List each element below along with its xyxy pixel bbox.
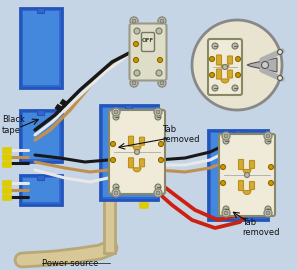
- Circle shape: [158, 17, 166, 25]
- FancyBboxPatch shape: [37, 8, 45, 14]
- Circle shape: [135, 150, 140, 154]
- FancyBboxPatch shape: [126, 106, 132, 110]
- Circle shape: [113, 114, 119, 120]
- FancyBboxPatch shape: [2, 154, 12, 161]
- Wedge shape: [133, 168, 141, 172]
- Circle shape: [130, 79, 138, 87]
- Circle shape: [266, 211, 270, 215]
- Circle shape: [112, 108, 120, 116]
- Circle shape: [277, 49, 282, 55]
- Text: Tab
removed: Tab removed: [162, 125, 200, 144]
- Circle shape: [110, 141, 116, 147]
- Circle shape: [155, 184, 161, 190]
- FancyBboxPatch shape: [139, 202, 149, 209]
- Circle shape: [132, 81, 136, 85]
- FancyBboxPatch shape: [129, 23, 167, 80]
- FancyBboxPatch shape: [2, 147, 12, 154]
- Circle shape: [156, 110, 160, 114]
- Circle shape: [212, 43, 218, 49]
- Circle shape: [264, 132, 272, 140]
- Text: OFF: OFF: [142, 38, 154, 42]
- FancyBboxPatch shape: [20, 8, 62, 88]
- Circle shape: [160, 19, 164, 23]
- Circle shape: [156, 70, 162, 76]
- Circle shape: [159, 141, 164, 147]
- Circle shape: [133, 58, 138, 62]
- FancyBboxPatch shape: [23, 178, 59, 202]
- Circle shape: [232, 85, 238, 91]
- FancyBboxPatch shape: [228, 56, 233, 64]
- Circle shape: [113, 184, 119, 190]
- Circle shape: [224, 211, 228, 215]
- FancyBboxPatch shape: [37, 176, 45, 181]
- Circle shape: [265, 206, 271, 212]
- Circle shape: [154, 189, 162, 197]
- Circle shape: [157, 58, 162, 62]
- FancyBboxPatch shape: [2, 161, 12, 168]
- FancyBboxPatch shape: [238, 160, 244, 170]
- Circle shape: [158, 79, 166, 87]
- Wedge shape: [221, 65, 229, 69]
- Text: Tab
removed: Tab removed: [242, 218, 279, 237]
- Circle shape: [132, 19, 136, 23]
- Circle shape: [154, 108, 162, 116]
- Circle shape: [134, 70, 140, 76]
- Circle shape: [159, 157, 164, 163]
- Circle shape: [265, 138, 271, 144]
- FancyBboxPatch shape: [140, 137, 145, 145]
- FancyBboxPatch shape: [103, 108, 155, 197]
- Circle shape: [222, 65, 228, 69]
- Wedge shape: [133, 146, 141, 150]
- FancyBboxPatch shape: [140, 159, 145, 167]
- FancyBboxPatch shape: [249, 181, 255, 190]
- FancyBboxPatch shape: [235, 130, 241, 136]
- FancyBboxPatch shape: [20, 175, 62, 205]
- FancyBboxPatch shape: [219, 134, 275, 216]
- Circle shape: [160, 81, 164, 85]
- Circle shape: [110, 157, 116, 163]
- FancyBboxPatch shape: [2, 187, 12, 194]
- Circle shape: [236, 56, 241, 62]
- Circle shape: [114, 110, 118, 114]
- Circle shape: [220, 164, 225, 170]
- Circle shape: [156, 191, 160, 195]
- FancyBboxPatch shape: [217, 55, 222, 65]
- Polygon shape: [247, 58, 277, 72]
- Circle shape: [232, 43, 238, 49]
- Circle shape: [277, 76, 282, 80]
- FancyBboxPatch shape: [208, 39, 242, 95]
- Wedge shape: [221, 79, 229, 83]
- FancyBboxPatch shape: [129, 158, 133, 168]
- FancyBboxPatch shape: [141, 32, 154, 52]
- Circle shape: [264, 209, 272, 217]
- Circle shape: [209, 73, 214, 77]
- Wedge shape: [243, 170, 251, 173]
- Circle shape: [114, 191, 118, 195]
- Circle shape: [236, 73, 241, 77]
- Circle shape: [244, 173, 249, 177]
- FancyBboxPatch shape: [37, 110, 45, 116]
- Circle shape: [222, 132, 230, 140]
- Circle shape: [155, 114, 161, 120]
- Wedge shape: [243, 191, 251, 194]
- Circle shape: [223, 206, 229, 212]
- FancyBboxPatch shape: [211, 133, 265, 217]
- Text: Black
tape: Black tape: [2, 115, 25, 135]
- Circle shape: [212, 85, 218, 91]
- Circle shape: [223, 138, 229, 144]
- FancyBboxPatch shape: [23, 11, 59, 85]
- FancyBboxPatch shape: [238, 181, 244, 191]
- Circle shape: [222, 209, 230, 217]
- FancyBboxPatch shape: [228, 70, 233, 78]
- FancyBboxPatch shape: [109, 110, 165, 194]
- Circle shape: [261, 62, 268, 69]
- FancyBboxPatch shape: [2, 180, 12, 187]
- FancyBboxPatch shape: [208, 130, 268, 220]
- Text: Power source: Power source: [42, 258, 98, 268]
- FancyBboxPatch shape: [217, 69, 222, 79]
- FancyBboxPatch shape: [129, 136, 133, 146]
- Circle shape: [133, 42, 138, 46]
- FancyBboxPatch shape: [249, 160, 255, 168]
- Circle shape: [130, 17, 138, 25]
